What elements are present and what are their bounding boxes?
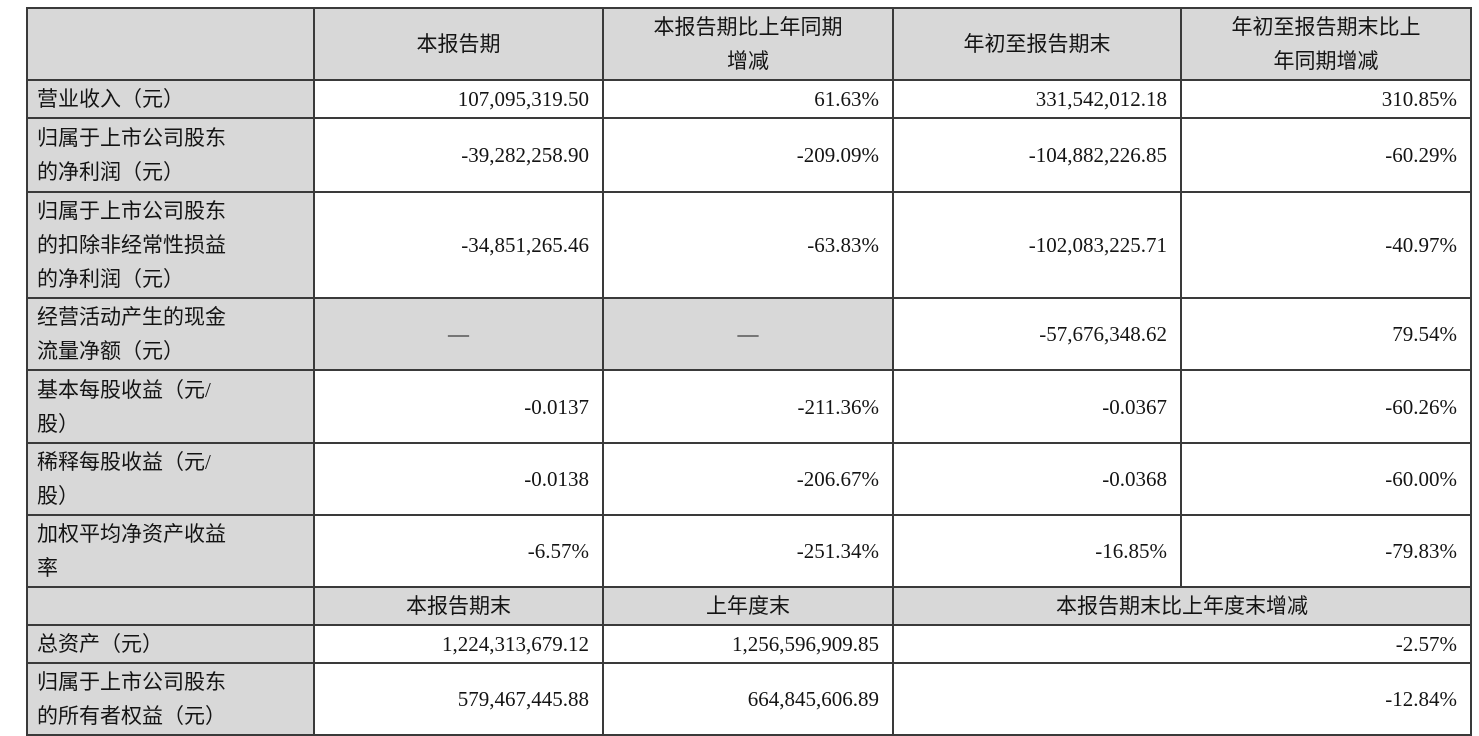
- value-ytd: -16.85%: [892, 514, 1182, 588]
- value-period-yoy-dash: —: [602, 297, 894, 371]
- table-row-operating-cash-flow: 经营活动产生的现金 流量净额（元） — — -57,676,348.62 79.…: [26, 297, 1472, 371]
- subheader-change: 本报告期末比上年度末增减: [892, 586, 1472, 626]
- value-ytd-yoy: -60.00%: [1180, 442, 1472, 516]
- value-ytd: -0.0367: [892, 369, 1182, 444]
- header-year-to-date: 年初至报告期末: [892, 7, 1182, 81]
- row-label: 营业收入（元）: [26, 79, 315, 119]
- row-label: 稀释每股收益（元/ 股）: [26, 442, 315, 516]
- table-row-net-profit: 归属于上市公司股东 的净利润（元） -39,282,258.90 -209.09…: [26, 117, 1472, 193]
- value-ytd-yoy: 79.54%: [1180, 297, 1472, 371]
- header-current-period: 本报告期: [313, 7, 604, 81]
- header-period-yoy-change: 本报告期比上年同期 增减: [602, 7, 894, 81]
- subheader-prior-year-end: 上年度末: [602, 586, 894, 626]
- value-period: 107,095,319.50: [313, 79, 604, 119]
- row-label: 归属于上市公司股东 的所有者权益（元）: [26, 662, 315, 736]
- value-period: -34,851,265.46: [313, 191, 604, 299]
- value-change: -2.57%: [892, 624, 1472, 664]
- subheader-row: 本报告期末 上年度末 本报告期末比上年度末增减: [26, 586, 1472, 626]
- header-ytd-yoy-change: 年初至报告期末比上 年同期增减: [1180, 7, 1472, 81]
- table-row-weighted-avg-roe: 加权平均净资产收益 率 -6.57% -251.34% -16.85% -79.…: [26, 514, 1472, 588]
- value-ytd: -0.0368: [892, 442, 1182, 516]
- value-ytd-yoy: -79.83%: [1180, 514, 1472, 588]
- value-prior-year-end: 664,845,606.89: [602, 662, 894, 736]
- value-period-dash: —: [313, 297, 604, 371]
- value-ytd: -102,083,225.71: [892, 191, 1182, 299]
- value-ytd: -57,676,348.62: [892, 297, 1182, 371]
- value-ytd-yoy: -40.97%: [1180, 191, 1472, 299]
- subheader-corner-cell: [26, 586, 315, 626]
- table-row-net-profit-excl-nonrecurring: 归属于上市公司股东 的扣除非经常性损益 的净利润（元） -34,851,265.…: [26, 191, 1472, 299]
- row-label: 基本每股收益（元/ 股）: [26, 369, 315, 444]
- value-ytd-yoy: 310.85%: [1180, 79, 1472, 119]
- financial-summary-table: 本报告期 本报告期比上年同期 增减 年初至报告期末 年初至报告期末比上 年同期增…: [26, 7, 1472, 736]
- row-label: 加权平均净资产收益 率: [26, 514, 315, 588]
- table-row-operating-revenue: 营业收入（元） 107,095,319.50 61.63% 331,542,01…: [26, 79, 1472, 119]
- value-ytd-yoy: -60.29%: [1180, 117, 1472, 193]
- value-period: -0.0137: [313, 369, 604, 444]
- value-period-yoy: -251.34%: [602, 514, 894, 588]
- header-row: 本报告期 本报告期比上年同期 增减 年初至报告期末 年初至报告期末比上 年同期增…: [26, 7, 1472, 81]
- value-period-yoy: -211.36%: [602, 369, 894, 444]
- value-change: -12.84%: [892, 662, 1472, 736]
- row-label: 总资产（元）: [26, 624, 315, 664]
- table-row-basic-eps: 基本每股收益（元/ 股） -0.0137 -211.36% -0.0367 -6…: [26, 369, 1472, 444]
- subheader-current-end: 本报告期末: [313, 586, 604, 626]
- row-label: 归属于上市公司股东 的净利润（元）: [26, 117, 315, 193]
- table-row-diluted-eps: 稀释每股收益（元/ 股） -0.0138 -206.67% -0.0368 -6…: [26, 442, 1472, 516]
- value-ytd: -104,882,226.85: [892, 117, 1182, 193]
- value-period-yoy: -206.67%: [602, 442, 894, 516]
- row-label: 归属于上市公司股东 的扣除非经常性损益 的净利润（元）: [26, 191, 315, 299]
- header-corner-cell: [26, 7, 315, 81]
- value-period-yoy: 61.63%: [602, 79, 894, 119]
- value-current-end: 579,467,445.88: [313, 662, 604, 736]
- value-period-yoy: -63.83%: [602, 191, 894, 299]
- value-period: -6.57%: [313, 514, 604, 588]
- value-ytd: 331,542,012.18: [892, 79, 1182, 119]
- value-ytd-yoy: -60.26%: [1180, 369, 1472, 444]
- financial-summary-sheet: 本报告期 本报告期比上年同期 增减 年初至报告期末 年初至报告期末比上 年同期增…: [26, 7, 1472, 736]
- value-period-yoy: -209.09%: [602, 117, 894, 193]
- value-current-end: 1,224,313,679.12: [313, 624, 604, 664]
- row-label: 经营活动产生的现金 流量净额（元）: [26, 297, 315, 371]
- table-row-total-assets: 总资产（元） 1,224,313,679.12 1,256,596,909.85…: [26, 624, 1472, 664]
- value-prior-year-end: 1,256,596,909.85: [602, 624, 894, 664]
- table-row-owners-equity: 归属于上市公司股东 的所有者权益（元） 579,467,445.88 664,8…: [26, 662, 1472, 736]
- value-period: -39,282,258.90: [313, 117, 604, 193]
- value-period: -0.0138: [313, 442, 604, 516]
